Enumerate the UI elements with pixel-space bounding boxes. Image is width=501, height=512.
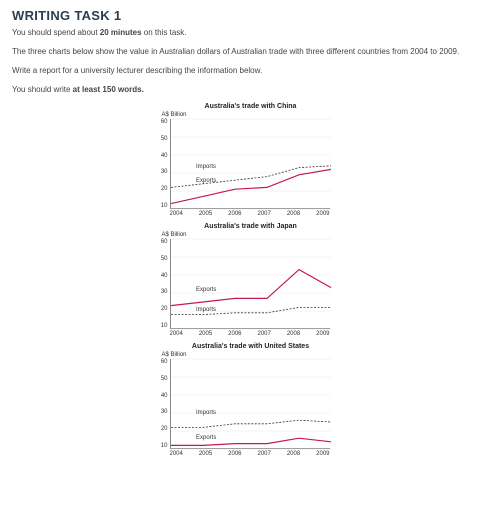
- ytick-label: 40: [156, 393, 168, 399]
- xtick-label: 2005: [199, 211, 212, 217]
- x-ticks: 2004 2005 2006 2007 2008 2009: [170, 331, 330, 337]
- instruction-line-2: The three charts below show the value in…: [12, 46, 489, 58]
- chart-title: Australia's trade with Japan: [156, 223, 346, 230]
- xtick-label: 2009: [316, 331, 329, 337]
- xtick-label: 2005: [199, 331, 212, 337]
- ytick-label: 50: [156, 376, 168, 382]
- chart-svg: Imports Exports: [171, 239, 331, 329]
- xtick-label: 2009: [316, 211, 329, 217]
- xtick-label: 2008: [287, 451, 300, 457]
- text-bold: at least 150 words.: [73, 85, 144, 94]
- chart-svg: Imports Exports: [171, 119, 331, 209]
- xtick-label: 2007: [257, 331, 270, 337]
- ytick-label: 50: [156, 136, 168, 142]
- ytick-label: 50: [156, 256, 168, 262]
- ytick-label: 10: [156, 323, 168, 329]
- xtick-label: 2009: [316, 451, 329, 457]
- ytick-label: 60: [156, 359, 168, 365]
- xtick-label: 2008: [287, 211, 300, 217]
- xtick-label: 2004: [170, 211, 183, 217]
- ytick-label: 40: [156, 153, 168, 159]
- yaxis-label: A$ Billion: [162, 112, 346, 118]
- xtick-label: 2008: [287, 331, 300, 337]
- chart-title: Australia's trade with China: [156, 103, 346, 110]
- svg-text:Imports: Imports: [196, 164, 216, 170]
- xtick-label: 2006: [228, 331, 241, 337]
- ytick-label: 60: [156, 239, 168, 245]
- ytick-label: 30: [156, 409, 168, 415]
- svg-text:Imports: Imports: [196, 410, 216, 416]
- ytick-label: 30: [156, 169, 168, 175]
- x-ticks: 2004 2005 2006 2007 2008 2009: [170, 211, 330, 217]
- xtick-label: 2004: [170, 451, 183, 457]
- charts-container: Australia's trade with China A$ Billion …: [12, 103, 489, 463]
- y-ticks: 10 20 30 40 50 60: [156, 359, 170, 449]
- ytick-label: 20: [156, 306, 168, 312]
- plot-area: Imports Exports: [170, 359, 330, 449]
- xtick-label: 2004: [170, 331, 183, 337]
- xtick-label: 2007: [257, 451, 270, 457]
- chart-svg: Imports Exports: [171, 359, 331, 449]
- svg-text:Exports: Exports: [196, 287, 216, 293]
- plot-area: Imports Exports: [170, 239, 330, 329]
- yaxis-label: A$ Billion: [162, 232, 346, 238]
- ytick-label: 40: [156, 273, 168, 279]
- xtick-label: 2006: [228, 211, 241, 217]
- chart-us: Australia's trade with United States A$ …: [156, 343, 346, 457]
- instruction-line-4: You should write at least 150 words.: [12, 84, 489, 96]
- text-span: on this task.: [142, 28, 187, 37]
- ytick-label: 20: [156, 426, 168, 432]
- y-ticks: 10 20 30 40 50 60: [156, 119, 170, 209]
- page-title: WRITING TASK 1: [12, 8, 489, 23]
- svg-text:Exports: Exports: [196, 178, 216, 184]
- ytick-label: 10: [156, 203, 168, 209]
- text-bold: 20 minutes: [100, 28, 142, 37]
- xtick-label: 2007: [257, 211, 270, 217]
- plot-area: Imports Exports: [170, 119, 330, 209]
- chart-title: Australia's trade with United States: [156, 343, 346, 350]
- ytick-label: 20: [156, 186, 168, 192]
- ytick-label: 10: [156, 443, 168, 449]
- chart-china: Australia's trade with China A$ Billion …: [156, 103, 346, 217]
- x-ticks: 2004 2005 2006 2007 2008 2009: [170, 451, 330, 457]
- svg-text:Imports: Imports: [196, 307, 216, 313]
- svg-text:Exports: Exports: [196, 435, 216, 441]
- instruction-line-3: Write a report for a university lecturer…: [12, 65, 489, 77]
- instruction-line-1: You should spend about 20 minutes on thi…: [12, 27, 489, 39]
- yaxis-label: A$ Billion: [162, 352, 346, 358]
- text-span: You should spend about: [12, 28, 100, 37]
- xtick-label: 2006: [228, 451, 241, 457]
- chart-japan: Australia's trade with Japan A$ Billion …: [156, 223, 346, 337]
- ytick-label: 30: [156, 289, 168, 295]
- text-span: You should write: [12, 85, 73, 94]
- ytick-label: 60: [156, 119, 168, 125]
- y-ticks: 10 20 30 40 50 60: [156, 239, 170, 329]
- xtick-label: 2005: [199, 451, 212, 457]
